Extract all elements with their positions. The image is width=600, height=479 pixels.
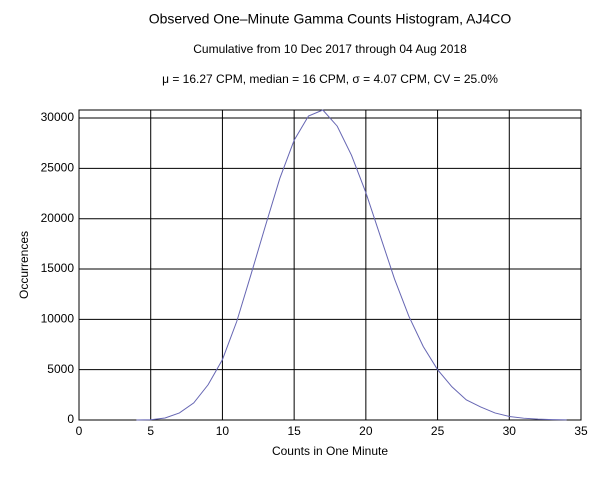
x-tick-label: 10 (216, 424, 230, 438)
x-tick-label: 25 (431, 424, 445, 438)
x-tick-label: 15 (287, 424, 301, 438)
y-axis-label: Occurrences (17, 231, 31, 299)
y-tick-label: 10000 (41, 312, 75, 326)
x-tick-label: 30 (503, 424, 517, 438)
x-tick-label: 5 (147, 424, 154, 438)
y-tick-label: 0 (67, 412, 74, 426)
plot-frame (78, 109, 582, 421)
y-tick-label: 30000 (41, 110, 75, 124)
y-tick-label: 5000 (47, 362, 74, 376)
y-tick-label: 25000 (41, 161, 75, 175)
y-tick-label: 20000 (41, 211, 75, 225)
y-tick-label: 15000 (41, 261, 75, 275)
stats-annotation: μ = 16.27 CPM, median = 16 CPM, σ = 4.07… (162, 72, 498, 86)
x-tick-label: 20 (359, 424, 373, 438)
chart-title: Observed One–Minute Gamma Counts Histogr… (149, 11, 512, 27)
x-tick-label: 0 (76, 424, 83, 438)
x-axis-label: Counts in One Minute (272, 444, 388, 458)
x-tick-label: 35 (574, 424, 588, 438)
chart-subtitle: Cumulative from 10 Dec 2017 through 04 A… (193, 42, 467, 56)
data-line (136, 109, 567, 421)
